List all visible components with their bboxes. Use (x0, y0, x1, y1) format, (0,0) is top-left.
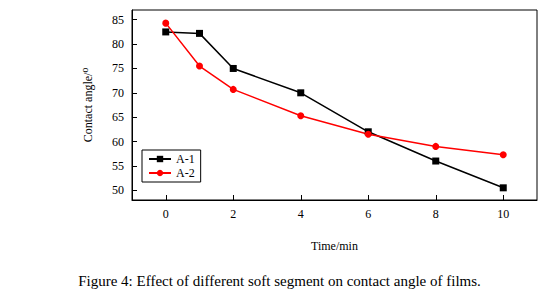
svg-text:50: 50 (112, 183, 124, 197)
svg-text:A-1: A-1 (176, 152, 195, 166)
svg-text:75: 75 (112, 61, 124, 75)
svg-text:65: 65 (112, 110, 124, 124)
svg-text:60: 60 (112, 135, 124, 149)
svg-text:2: 2 (230, 207, 236, 221)
svg-text:80: 80 (112, 37, 124, 51)
svg-text:4: 4 (298, 207, 304, 221)
svg-text:Time/min: Time/min (311, 239, 358, 253)
svg-text:A-2: A-2 (176, 166, 195, 180)
svg-text:85: 85 (112, 13, 124, 27)
svg-text:Figure 4: Effect of different: Figure 4: Effect of different soft segme… (78, 273, 481, 289)
svg-text:Contact angle/⁰: Contact angle/⁰ (81, 68, 95, 143)
svg-text:8: 8 (433, 207, 439, 221)
svg-text:6: 6 (365, 207, 371, 221)
svg-text:55: 55 (112, 159, 124, 173)
svg-text:10: 10 (497, 207, 509, 221)
svg-text:70: 70 (112, 86, 124, 100)
svg-text:0: 0 (163, 207, 169, 221)
